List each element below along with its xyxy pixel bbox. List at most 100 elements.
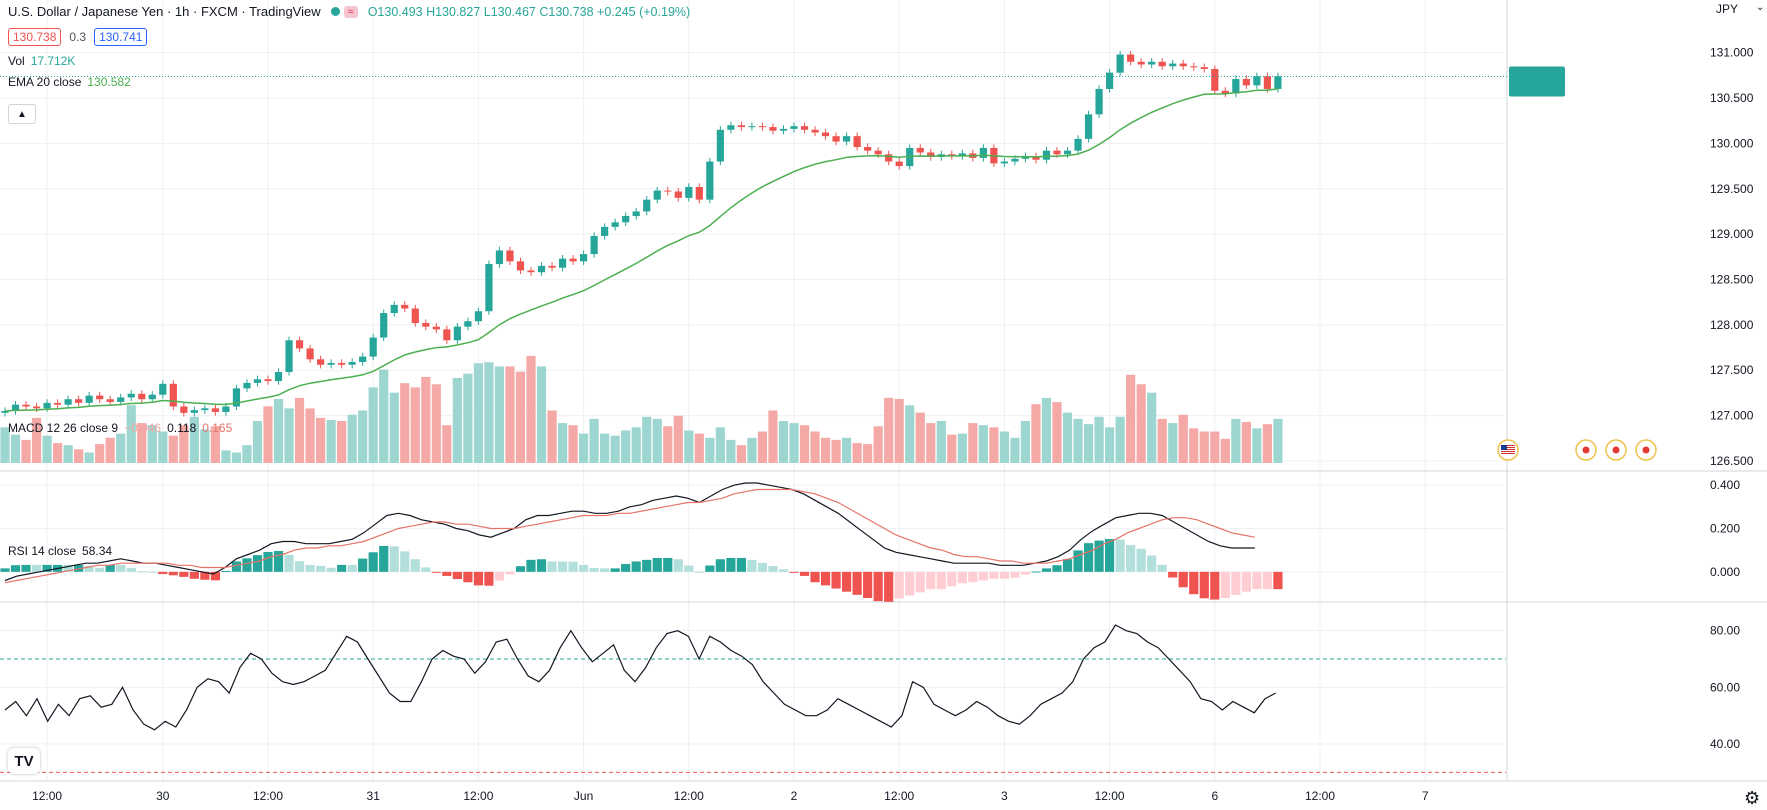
- rsi-legend[interactable]: RSI 14 close 58.34: [8, 544, 112, 558]
- event-dot: [1582, 446, 1590, 454]
- macd-histogram-bar: [579, 564, 589, 572]
- volume-bar: [778, 421, 789, 463]
- candle-body: [75, 399, 83, 403]
- volume-bar: [1136, 384, 1146, 463]
- time-tick-label: 6: [1211, 789, 1218, 803]
- volume-bar: [579, 433, 589, 463]
- market-status-icon[interactable]: [330, 7, 340, 16]
- sell-price-button[interactable]: 130.738: [8, 28, 62, 46]
- economic-event-icon[interactable]: [1635, 439, 1657, 461]
- volume-bar: [284, 408, 294, 463]
- volume-bar: [368, 387, 378, 463]
- macd-histogram-bar: [116, 564, 126, 572]
- volume-bar: [389, 392, 399, 463]
- time-tick-label: 12:00: [1305, 789, 1335, 803]
- volume-bar: [884, 397, 894, 463]
- candle-body: [169, 383, 177, 407]
- volume-bar: [789, 423, 799, 463]
- buy-price-button[interactable]: 130.741: [94, 28, 148, 46]
- time-tick-label: 31: [367, 789, 381, 803]
- tradingview-logo-icon[interactable]: TV: [8, 748, 40, 774]
- candle-body: [32, 406, 41, 409]
- candle-body: [464, 321, 472, 327]
- macd-histogram-bar: [431, 571, 441, 573]
- macd-histogram-bar: [926, 571, 936, 590]
- chevron-down-icon[interactable]: ⌄: [1756, 2, 1765, 13]
- collapse-legend-button[interactable]: ▲: [8, 104, 36, 124]
- volume-bar: [53, 443, 63, 463]
- time-axis[interactable]: 12:00 30 12:00 31 12:00 Jun 12:00 2 12:00 3 12:00 6…: [32, 789, 1429, 803]
- volume-bar: [137, 423, 147, 463]
- macd-histogram-bar: [347, 564, 357, 572]
- spread-value: 0.3: [69, 30, 87, 44]
- volume-legend[interactable]: Vol 17.712K: [8, 54, 75, 68]
- macd-histogram-bar: [568, 561, 578, 572]
- wave-badge[interactable]: ≈: [343, 5, 358, 18]
- rsi-tick-label: 80.00: [1710, 624, 1740, 638]
- macd-histogram-bar: [410, 559, 420, 572]
- macd-histogram-bar: [663, 557, 673, 572]
- candle-body: [201, 408, 209, 411]
- symbol-title[interactable]: U.S. Dollar / Japanese Yen · 1h · FXCM ·…: [8, 4, 321, 19]
- volume-bar: [757, 431, 768, 463]
- volume-bar: [621, 430, 631, 463]
- candle-body: [790, 126, 798, 129]
- macd-histogram-bar: [400, 551, 410, 572]
- macd-histogram-bar: [379, 545, 389, 572]
- price-axis[interactable]: 131.000 130.500 130.000 129.500 129.000 128.5…: [1710, 46, 1754, 751]
- candle-body: [580, 254, 588, 262]
- gear-icon[interactable]: ⚙: [1744, 788, 1761, 808]
- price-tick-label: 131.000: [1710, 46, 1754, 60]
- macd-histogram-bar: [305, 564, 315, 572]
- volume-bar: [1105, 427, 1115, 463]
- volume-bar: [1262, 424, 1272, 463]
- us-flag-icon[interactable]: [1497, 439, 1519, 461]
- volume-bar: [684, 430, 694, 463]
- volume-bar: [957, 433, 967, 463]
- last-price-countdown: 00:43: [1713, 83, 1742, 95]
- last-price-badge: [1509, 66, 1565, 97]
- macd-histogram-bar: [1157, 564, 1167, 572]
- macd-legend[interactable]: MACD 12 26 close 9 −0.046 0.118 0.165: [8, 421, 232, 435]
- volume-bar: [768, 410, 778, 463]
- macd-histogram-bar: [915, 571, 925, 593]
- volume-bar: [1273, 418, 1283, 463]
- currency-label[interactable]: JPY: [1716, 2, 1739, 16]
- macd-histogram-bar: [294, 561, 305, 572]
- candle-body: [1, 411, 9, 413]
- macd-histogram-bar: [484, 571, 494, 586]
- economic-events[interactable]: [1497, 439, 1657, 461]
- macd-histogram-bar: [147, 571, 157, 573]
- candle-body: [1074, 138, 1082, 151]
- macd-histogram-bar: [0, 568, 10, 572]
- macd-histogram-bar: [557, 561, 568, 572]
- ema-legend[interactable]: EMA 20 close 130.582: [8, 75, 131, 89]
- macd-histogram-bar: [747, 559, 757, 572]
- macd-histogram-bar: [684, 565, 694, 572]
- candle-body: [958, 153, 966, 157]
- volume-bar: [221, 450, 231, 463]
- macd-histogram-bar: [326, 567, 336, 572]
- macd-histogram-bar: [1189, 571, 1199, 595]
- macd-histogram-bar: [1199, 571, 1209, 599]
- price-tick-label: 127.500: [1710, 363, 1754, 377]
- candle-body: [779, 128, 788, 131]
- macd-histogram-bar: [1178, 571, 1188, 588]
- volume-bar: [358, 410, 368, 463]
- volume-bar: [842, 437, 852, 463]
- volume-bar: [1168, 423, 1178, 463]
- candle-body: [443, 329, 451, 341]
- volume-bar: [1189, 428, 1199, 463]
- macd-histogram-bar: [1252, 571, 1262, 590]
- macd-histogram-bar: [126, 568, 136, 572]
- economic-event-icon[interactable]: [1575, 439, 1597, 461]
- economic-event-icon[interactable]: [1605, 439, 1627, 461]
- macd-histogram-bar: [252, 555, 263, 572]
- macd-histogram-bar: [337, 564, 347, 572]
- macd-hist-value: −0.046: [124, 421, 162, 435]
- volume-bar: [263, 406, 273, 463]
- volume-bar: [926, 423, 936, 463]
- candle-body: [1179, 63, 1187, 67]
- event-dot: [1612, 446, 1620, 454]
